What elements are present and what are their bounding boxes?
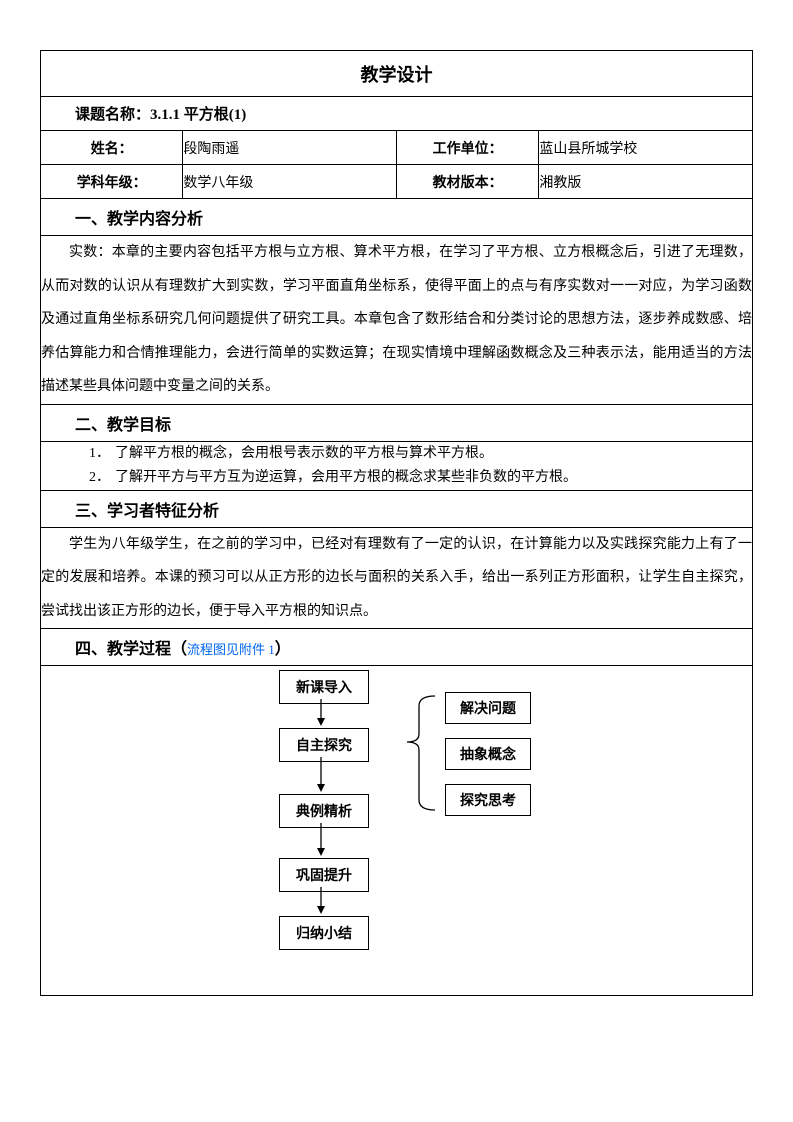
subject-label: 学科年级： <box>41 165 183 199</box>
section-1-content-row: 实数：本章的主要内容包括平方根与立方根、算术平方根，在学习了平方根、立方根概念后… <box>41 236 753 405</box>
info-row-2: 学科年级： 数学八年级 教材版本： 湘教版 <box>41 165 753 199</box>
textbook-label: 教材版本： <box>396 165 538 199</box>
section-3-content-row: 学生为八年级学生，在之前的学习中，已经对有理数有了一定的认识，在计算能力以及实践… <box>41 527 753 629</box>
section-4-content-row: 新课导入自主探究典例精析巩固提升归纳小结解决问题抽象概念探究思考 <box>41 666 753 996</box>
goal-text-1: 了解平方根的概念，会用根号表示数的平方根与算术平方根。 <box>115 442 493 466</box>
learner-text: 学生为八年级学生，在之前的学习中，已经对有理数有了一定的认识，在计算能力以及实践… <box>41 528 752 629</box>
unit-label: 工作单位： <box>396 131 538 165</box>
attachment-link[interactable]: 流程图见附件 1 <box>187 642 275 657</box>
topic-value: 3.1.1 平方根(1) <box>150 107 246 123</box>
flowchart: 新课导入自主探究典例精析巩固提升归纳小结解决问题抽象概念探究思考 <box>41 666 752 995</box>
goal-text-2: 了解开平方与平方互为逆运算，会用平方根的概念求某些非负数的平方根。 <box>115 466 577 490</box>
goals-content: 1． 了解平方根的概念，会用根号表示数的平方根与算术平方根。 2． 了解开平方与… <box>41 441 753 490</box>
lesson-plan-table: 教学设计 课题名称：3.1.1 平方根(1) 姓名： 段陶雨遥 工作单位： 蓝山… <box>40 50 753 996</box>
goal-num-2: 2． <box>89 466 115 490</box>
flowchart-container: 新课导入自主探究典例精析巩固提升归纳小结解决问题抽象概念探究思考 <box>41 666 753 996</box>
page-title: 教学设计 <box>41 51 753 97</box>
name-label: 姓名： <box>41 131 183 165</box>
section-1-title: 一、教学内容分析 <box>51 211 203 228</box>
textbook-value: 湘教版 <box>539 165 753 199</box>
goal-num-1: 1． <box>89 442 115 466</box>
section-4-title: 四、教学过程 <box>75 641 171 658</box>
flow-brace <box>41 666 741 986</box>
name-value: 段陶雨遥 <box>183 131 397 165</box>
section-2-header: 二、教学目标 <box>41 404 753 441</box>
goal-item-2: 2． 了解开平方与平方互为逆运算，会用平方根的概念求某些非负数的平方根。 <box>89 466 752 490</box>
section-4-header: 四、教学过程（流程图见附件 1） <box>41 629 753 666</box>
subject-value: 数学八年级 <box>183 165 397 199</box>
section-3-title: 三、学习者特征分析 <box>51 503 219 520</box>
goals-list: 1． 了解平方根的概念，会用根号表示数的平方根与算术平方根。 2． 了解开平方与… <box>41 442 752 490</box>
analysis-text: 实数：本章的主要内容包括平方根与立方根、算术平方根，在学习了平方根、立方根概念后… <box>41 236 752 404</box>
title-row: 教学设计 <box>41 51 753 97</box>
section-2-content-row: 1． 了解平方根的概念，会用根号表示数的平方根与算术平方根。 2． 了解开平方与… <box>41 441 753 490</box>
topic-row: 课题名称：3.1.1 平方根(1) <box>41 97 753 131</box>
unit-value: 蓝山县所城学校 <box>539 131 753 165</box>
info-row-1: 姓名： 段陶雨遥 工作单位： 蓝山县所城学校 <box>41 131 753 165</box>
topic-label: 课题名称： <box>75 107 150 123</box>
analysis-content: 实数：本章的主要内容包括平方根与立方根、算术平方根，在学习了平方根、立方根概念后… <box>41 236 753 405</box>
section-1-header: 一、教学内容分析 <box>41 199 753 236</box>
goal-item-1: 1． 了解平方根的概念，会用根号表示数的平方根与算术平方根。 <box>89 442 752 466</box>
section-2-title: 二、教学目标 <box>51 417 171 434</box>
learner-content: 学生为八年级学生，在之前的学习中，已经对有理数有了一定的认识，在计算能力以及实践… <box>41 527 753 629</box>
topic-cell: 课题名称：3.1.1 平方根(1) <box>41 97 753 131</box>
section-4-note-open: （ <box>171 641 187 658</box>
section-3-header: 三、学习者特征分析 <box>41 490 753 527</box>
section-4-note-close: ） <box>275 641 291 658</box>
